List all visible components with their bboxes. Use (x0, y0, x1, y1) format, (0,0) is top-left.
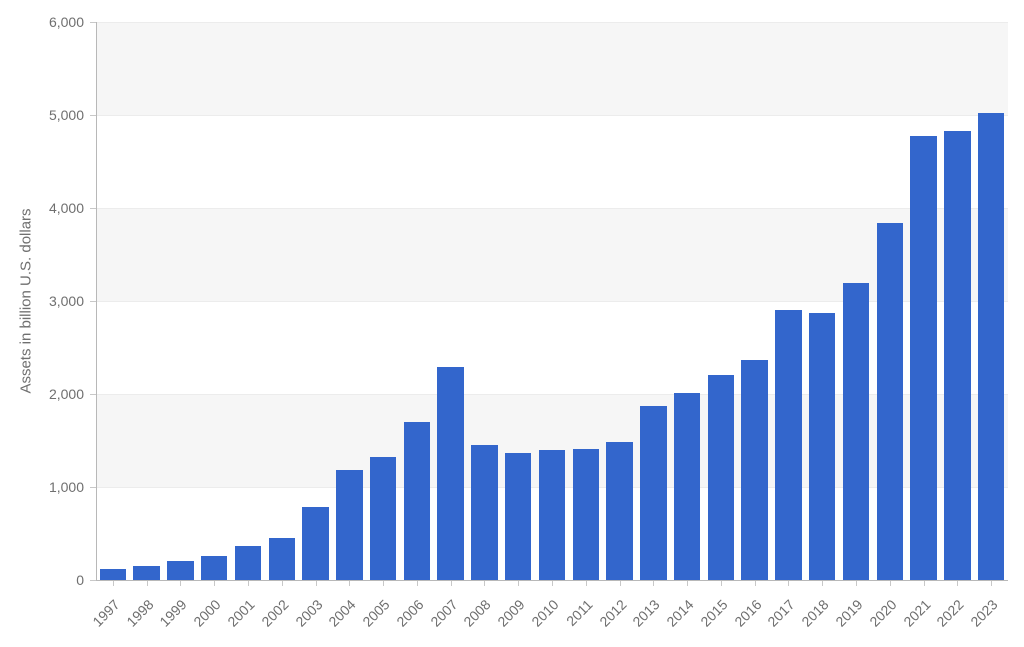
y-tick-label: 1,000 (49, 479, 84, 495)
x-tick-label: 2013 (621, 596, 663, 638)
x-tick-label: 2008 (452, 596, 494, 638)
x-tick-label: 2006 (384, 596, 426, 638)
bar (471, 445, 497, 580)
bar (741, 360, 767, 580)
bar (235, 546, 261, 580)
x-tick-label: 2015 (688, 596, 730, 638)
x-tick-label: 2010 (519, 596, 561, 638)
bar (606, 442, 632, 580)
bar (269, 538, 295, 580)
x-tick-label: 2004 (317, 596, 359, 638)
x-tick-label: 2011 (553, 596, 595, 638)
chart-container: Assets in billion U.S. dollars 0 1,000 2,0… (0, 0, 1024, 647)
bar (809, 313, 835, 580)
y-axis-line (96, 22, 97, 580)
bar (336, 470, 362, 580)
x-tick-label: 2016 (722, 596, 764, 638)
bar (505, 453, 531, 580)
x-tick-label: 2014 (654, 596, 696, 638)
x-tick-label: 2007 (418, 596, 460, 638)
bar (944, 131, 970, 580)
bar (370, 457, 396, 580)
x-tick-label: 2021 (891, 596, 933, 638)
y-tick-label: 5,000 (49, 107, 84, 123)
y-tick-label: 6,000 (49, 14, 84, 30)
y-axis-title: Assets in billion U.S. dollars (18, 208, 35, 393)
bar (708, 375, 734, 580)
bar (843, 283, 869, 580)
x-tick-label: 1997 (80, 596, 122, 638)
x-tick-label: 2000 (181, 596, 223, 638)
bar (133, 566, 159, 580)
bar (877, 223, 903, 580)
bar (539, 450, 565, 580)
bar (978, 113, 1004, 580)
bar (437, 367, 463, 580)
x-tick-label: 2001 (215, 596, 257, 638)
x-tick-label: 2018 (789, 596, 831, 638)
x-tick-label: 2020 (857, 596, 899, 638)
y-tick-label: 2,000 (49, 386, 84, 402)
x-tick-label: 2012 (587, 596, 629, 638)
bar (775, 310, 801, 580)
x-tick-label: 2017 (756, 596, 798, 638)
bar (910, 136, 936, 580)
x-axis-line (96, 580, 1008, 581)
x-tick-label: 2009 (485, 596, 527, 638)
y-tick-label: 3,000 (49, 293, 84, 309)
bar (404, 422, 430, 580)
bar (100, 569, 126, 580)
x-tick-label: 2005 (350, 596, 392, 638)
x-tick-label: 2023 (958, 596, 1000, 638)
bar (573, 449, 599, 580)
bar (201, 556, 227, 580)
y-tick-label: 4,000 (49, 200, 84, 216)
x-tick-label: 1999 (148, 596, 190, 638)
y-tick-label: 0 (76, 572, 84, 588)
bar (302, 507, 328, 580)
bar (674, 393, 700, 580)
x-tick-label: 2019 (823, 596, 865, 638)
bars-layer (96, 22, 1008, 580)
plot-area (96, 22, 1008, 580)
bar (640, 406, 666, 580)
x-tick-label: 2002 (249, 596, 291, 638)
x-tick-label: 1998 (114, 596, 156, 638)
bar (167, 561, 193, 580)
x-tick-label: 2022 (925, 596, 967, 638)
x-tick-label: 2003 (283, 596, 325, 638)
